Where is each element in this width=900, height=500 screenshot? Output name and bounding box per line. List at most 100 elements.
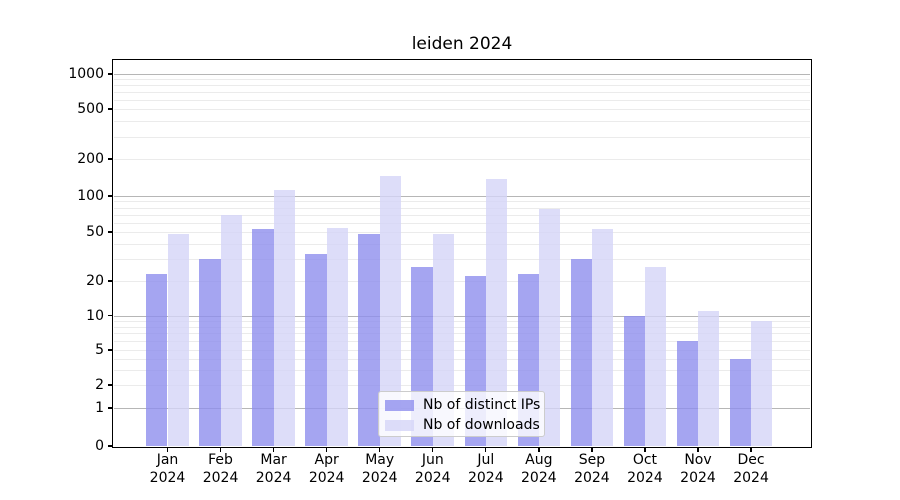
x-tick-label: Feb 2024: [202, 452, 239, 486]
bar-downloads: [326, 228, 348, 446]
y-tick-label: 200: [77, 151, 104, 167]
gridline-major: [113, 196, 810, 197]
y-tick-label: 2: [95, 377, 104, 393]
legend-swatch-downloads: [385, 419, 414, 431]
x-tick-mark: [219, 447, 222, 452]
y-tick-mark: [108, 158, 113, 160]
bar-distinct-ips: [676, 340, 698, 446]
bar-distinct-ips: [729, 358, 752, 446]
legend-item-distinct-ips: Nb of distinct IPs: [379, 395, 544, 415]
x-tick-mark: [591, 447, 593, 452]
x-tick-mark: [272, 447, 275, 452]
legend-item-downloads: Nb of downloads: [379, 415, 544, 435]
gridline-minor: [113, 159, 810, 160]
bar-downloads: [591, 228, 614, 446]
gridline-major: [113, 74, 810, 75]
x-tick-label: Mar 2024: [255, 452, 292, 486]
y-tick-label: 20: [86, 273, 104, 289]
y-tick-mark: [108, 280, 113, 282]
bar-downloads: [485, 179, 508, 446]
bar-downloads: [698, 310, 720, 446]
y-tick-mark: [108, 407, 113, 409]
y-tick-mark: [108, 314, 113, 317]
x-tick-label: Jan 2024: [149, 452, 186, 486]
gridline-major: [113, 315, 810, 317]
gridline-minor: [113, 326, 810, 328]
x-tick-label: Aug 2024: [521, 452, 557, 486]
x-tick-label: Apr 2024: [308, 452, 345, 486]
y-tick-mark: [108, 108, 113, 110]
y-tick-label: 10: [86, 307, 104, 324]
bar-distinct-ips: [199, 259, 221, 446]
bar-distinct-ips: [146, 273, 168, 446]
x-tick-mark: [325, 447, 328, 452]
gridline-minor: [113, 222, 810, 224]
x-tick-label: Oct 2024: [627, 452, 663, 486]
gridline-minor: [113, 99, 810, 101]
x-tick-mark: [166, 447, 169, 452]
chart-title: leiden 2024: [411, 34, 513, 54]
y-tick-mark: [108, 73, 113, 75]
y-tick-mark: [108, 195, 113, 197]
y-tick-label: 1: [95, 400, 104, 416]
x-tick-label: Jun 2024: [414, 452, 451, 486]
x-tick-mark: [697, 447, 699, 452]
y-tick-mark: [108, 384, 113, 386]
y-tick-mark: [108, 445, 113, 447]
bar-distinct-ips: [570, 259, 592, 446]
gridline-minor: [113, 340, 810, 342]
x-tick-mark: [750, 447, 752, 452]
bar-downloads: [379, 176, 401, 446]
gridline-minor: [113, 79, 810, 81]
gridline-minor: [113, 136, 810, 138]
bar-distinct-ips: [305, 254, 327, 446]
y-tick-mark: [108, 231, 113, 233]
y-tick-label: 5: [95, 342, 104, 358]
gridline-minor: [113, 207, 810, 209]
x-tick-mark: [432, 447, 434, 452]
bar-downloads: [167, 234, 189, 446]
x-tick-mark: [485, 447, 487, 452]
legend: Nb of distinct IPs Nb of downloads: [378, 391, 545, 437]
gridline-minor: [113, 369, 810, 371]
y-tick-label: 500: [77, 101, 104, 117]
x-tick-label: Dec 2024: [733, 452, 769, 486]
bar-distinct-ips: [252, 228, 274, 446]
legend-label-distinct-ips: Nb of distinct IPs: [423, 397, 541, 413]
bar-downloads: [220, 214, 242, 446]
bar-downloads: [273, 189, 295, 446]
x-tick-label: Jul 2024: [467, 452, 504, 486]
gridline-minor: [113, 243, 810, 245]
y-tick-label: 100: [77, 188, 104, 204]
x-tick-label: Nov 2024: [680, 452, 716, 486]
y-tick-label: 50: [86, 224, 104, 240]
gridline-minor: [113, 385, 810, 386]
gridline-minor: [113, 85, 810, 87]
bar-distinct-ips: [358, 234, 380, 446]
gridline-minor: [113, 201, 810, 203]
gridline-minor: [113, 350, 810, 351]
y-tick-label: 1000: [68, 66, 104, 82]
legend-label-downloads: Nb of downloads: [423, 417, 540, 433]
x-tick-mark: [538, 447, 540, 452]
x-tick-label: May 2024: [361, 452, 398, 486]
gridline-minor: [113, 232, 810, 233]
x-tick-label: Sep 2024: [574, 452, 610, 486]
x-tick-mark: [644, 447, 646, 452]
legend-swatch-distinct-ips: [385, 399, 414, 411]
x-tick-mark: [379, 447, 381, 452]
y-tick-mark: [108, 349, 113, 351]
gridline-minor: [113, 281, 810, 282]
bar-downloads: [538, 208, 561, 446]
gridline-minor: [113, 121, 810, 123]
bar-distinct-ips: [623, 315, 645, 446]
bar-downloads: [751, 320, 773, 446]
gridline-minor: [113, 333, 810, 335]
plot-area: [112, 59, 812, 448]
gridline-minor: [113, 320, 810, 322]
gridline-minor: [113, 214, 810, 216]
gridline-minor: [113, 259, 810, 261]
gridline-minor: [113, 358, 810, 360]
y-tick-label: 0: [95, 438, 104, 454]
